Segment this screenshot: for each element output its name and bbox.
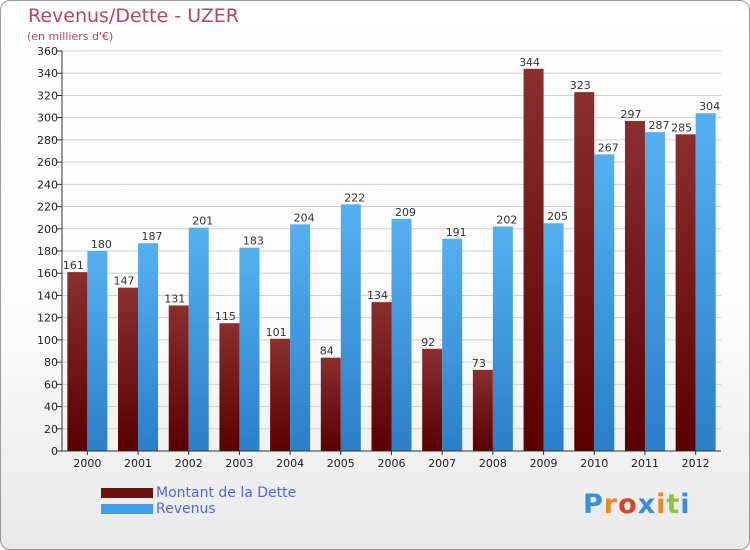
chart-title: Revenus/Dette - UZER (28, 5, 239, 27)
legend-label-debt: Montant de la Dette (156, 485, 297, 501)
bar-revenus (594, 154, 615, 452)
bar-dette (574, 92, 595, 451)
y-tick-label: 80 (44, 356, 58, 369)
y-tick-label: 160 (37, 267, 58, 280)
bar-revenus (188, 227, 209, 451)
bar-revenus (492, 226, 513, 451)
bar-dette (118, 287, 139, 451)
data-label-revenus: 267 (598, 141, 619, 154)
data-label-revenus: 201 (192, 215, 213, 228)
data-label-revenus: 187 (142, 230, 163, 243)
data-label-revenus: 304 (699, 100, 720, 113)
data-label-dette: 92 (421, 336, 435, 349)
legend-swatch-debt (101, 488, 153, 498)
data-label-dette: 134 (367, 289, 388, 302)
bar-dette (472, 369, 493, 451)
x-tick-label: 2002 (175, 457, 203, 470)
bar-revenus (290, 224, 311, 451)
data-label-dette: 101 (266, 326, 287, 339)
y-tick-label: 200 (37, 223, 58, 236)
data-label-revenus: 209 (395, 206, 416, 219)
bar-dette (624, 121, 645, 451)
y-tick-label: 300 (37, 112, 58, 125)
y-tick-label: 340 (37, 67, 58, 80)
bar-revenus (391, 218, 412, 451)
y-tick-label: 140 (37, 289, 58, 302)
data-label-revenus: 287 (648, 119, 669, 132)
bar-dette (219, 323, 240, 451)
y-tick-label: 280 (37, 134, 58, 147)
x-tick-label: 2010 (580, 457, 608, 470)
y-tick-label: 60 (44, 378, 58, 391)
bar-dette (675, 134, 696, 452)
chart-subtitle: (en milliers d'€) (27, 30, 114, 43)
x-tick-label: 2000 (73, 457, 101, 470)
data-label-revenus: 222 (344, 191, 365, 204)
y-tick-label: 360 (37, 45, 58, 58)
bar-revenus (644, 132, 665, 451)
data-label-dette: 285 (671, 121, 692, 134)
x-tick-label: 2008 (479, 457, 507, 470)
x-tick-label: 2007 (428, 457, 456, 470)
x-tick-label: 2009 (530, 457, 558, 470)
x-tick-label: 2011 (631, 457, 659, 470)
x-tick-label: 2005 (327, 457, 355, 470)
data-label-revenus: 202 (496, 214, 517, 227)
y-tick-label: 0 (51, 445, 58, 458)
x-tick-label: 2001 (124, 457, 152, 470)
y-tick-label: 220 (37, 201, 58, 214)
legend-label-revenus: Revenus (156, 501, 216, 517)
data-label-dette: 323 (570, 79, 591, 92)
data-label-dette: 297 (620, 108, 641, 121)
bar-dette (270, 338, 291, 451)
x-tick-label: 2006 (378, 457, 406, 470)
bar-revenus (239, 247, 260, 451)
y-tick-label: 120 (37, 312, 58, 325)
data-label-revenus: 205 (547, 210, 568, 223)
data-label-revenus: 183 (243, 235, 264, 248)
data-label-dette: 161 (63, 259, 84, 272)
bar-revenus (442, 238, 463, 451)
y-tick-label: 20 (44, 423, 58, 436)
y-tick-label: 40 (44, 401, 58, 414)
x-tick-label: 2012 (682, 457, 710, 470)
bar-dette (168, 305, 189, 451)
data-label-dette: 131 (164, 292, 185, 305)
data-label-revenus: 191 (446, 226, 467, 239)
bar-revenus (138, 243, 159, 451)
bars (67, 68, 716, 452)
data-labels: 161 180 147 187 131 201 115 183 101 204 84 222 134 20… (63, 56, 720, 370)
data-label-dette: 147 (114, 275, 135, 288)
bar-dette (320, 357, 341, 451)
data-label-revenus: 204 (294, 211, 315, 224)
data-label-revenus: 180 (91, 238, 112, 251)
y-tick-label: 320 (37, 89, 58, 102)
y-tick-label: 180 (37, 245, 58, 258)
x-tick-label: 2003 (225, 457, 253, 470)
bar-dette (371, 302, 392, 451)
bar-revenus (87, 251, 108, 451)
data-label-dette: 115 (215, 310, 236, 323)
proxiti-logo: Proxiti (583, 489, 691, 520)
data-label-dette: 344 (519, 56, 540, 69)
bar-dette (67, 272, 88, 451)
x-axis-ticks: 2000 2001 2002 2003 2004 2005 2006 2007 2008 2009… (73, 451, 710, 470)
bar-dette (523, 68, 544, 452)
y-tick-label: 260 (37, 156, 58, 169)
y-axis-ticks: 0 20 40 60 80 100 120 140 160 180 200 220 240 260 280 3… (37, 45, 62, 458)
data-label-dette: 73 (472, 357, 486, 370)
data-label-dette: 84 (320, 345, 334, 358)
bar-revenus (340, 204, 361, 451)
x-tick-label: 2004 (276, 457, 304, 470)
y-tick-label: 240 (37, 178, 58, 191)
bar-revenus (543, 223, 564, 451)
bar-revenus (695, 113, 716, 451)
y-tick-label: 100 (37, 334, 58, 347)
bar-dette (422, 348, 443, 451)
legend-swatch-revenus (101, 504, 153, 514)
